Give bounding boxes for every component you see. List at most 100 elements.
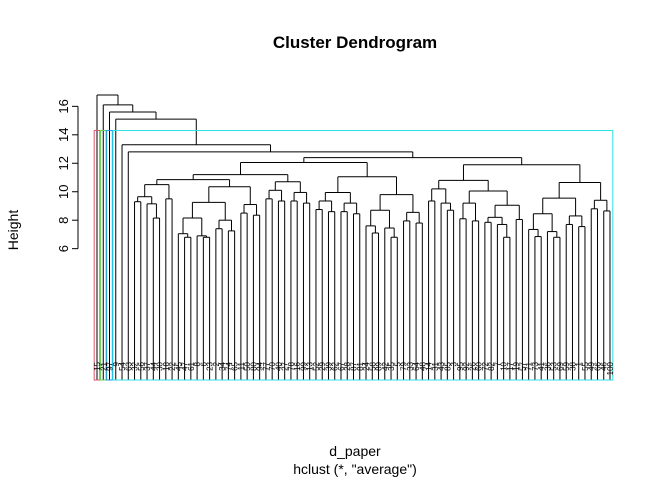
leaf-label: 63 <box>124 361 133 370</box>
leaf-label: 44 <box>149 361 158 370</box>
leaf-label: 60 <box>475 361 484 370</box>
y-axis: 6 8 10 12 14 16 <box>56 99 79 252</box>
leaf-label: 69 <box>556 361 565 370</box>
leaf-label: 97 <box>106 361 115 370</box>
leaf-label: 23 <box>206 361 215 370</box>
leaf-label: 35 <box>387 361 396 370</box>
leaf-label: 8 <box>193 361 202 366</box>
dendrogram-tree <box>96 94 611 380</box>
leaf-label: 100 <box>606 361 615 375</box>
y-tick-label: 14 <box>56 128 71 142</box>
chart-subtitle: hclust (*, "average") <box>293 461 417 477</box>
leaf-label: 28 <box>343 361 352 370</box>
leaf-label: 26 <box>468 361 477 370</box>
leaf-label: 53 <box>550 361 559 370</box>
leaf-label: 39 <box>324 361 333 370</box>
leaf-label: 78 <box>287 361 296 370</box>
leaf-label: 34 <box>218 361 227 370</box>
leaf-label: 89 <box>375 361 384 370</box>
leaf-label: 24 <box>362 361 371 370</box>
leaf-label: 72 <box>481 361 490 370</box>
leaf-label: 55 <box>581 361 590 370</box>
leaf-label: 3 <box>450 361 459 366</box>
leaf-label: 65 <box>231 361 240 370</box>
leaf-label: 42 <box>381 361 390 370</box>
leaf-label: 52 <box>312 361 321 370</box>
leaf-label: 5 <box>393 361 402 366</box>
leaf-label: 36 <box>543 361 552 370</box>
leaf-label: 48 <box>418 361 427 370</box>
leaf-label: 64 <box>412 361 421 370</box>
chart-title: Cluster Dendrogram <box>273 33 437 52</box>
leaf-label: 80 <box>249 361 258 370</box>
y-tick-label: 12 <box>56 156 71 170</box>
leaf-label: 73 <box>531 361 540 370</box>
leaf-label: 9 <box>112 361 121 366</box>
leaf-label: 56 <box>137 361 146 370</box>
leaf-label: 1 <box>575 361 584 366</box>
leaf-label: 45 <box>174 361 183 370</box>
leaf-label: 7 <box>493 361 502 366</box>
leaf-label: 43 <box>437 361 446 370</box>
leaf-label: 79 <box>400 361 409 370</box>
leaf-label: 40 <box>274 361 283 370</box>
leaf-label: 16 <box>293 361 302 370</box>
leaf-label: 38 <box>568 361 577 370</box>
leaf-label: 77 <box>262 361 271 370</box>
leaf-label: 59 <box>562 361 571 370</box>
leaf-label: 81 <box>356 361 365 370</box>
leaf-label: 15 <box>93 361 102 370</box>
leaf-label: 30 <box>156 361 165 370</box>
leaf-labels: 1521979546332563744301822454761862323474… <box>93 361 615 375</box>
cluster-box <box>99 130 107 381</box>
leaf-label: 67 <box>337 361 346 370</box>
leaf-label: 58 <box>368 361 377 370</box>
leaf-label: 21 <box>99 361 108 370</box>
cluster-box <box>106 130 113 381</box>
y-tick-label: 16 <box>56 99 71 113</box>
leaf-label: 57 <box>518 361 527 370</box>
leaf-label: 41 <box>537 361 546 370</box>
leaf-label: 46 <box>600 361 609 370</box>
y-tick-label: 6 <box>56 245 71 252</box>
leaf-label: 17 <box>506 361 515 370</box>
leaf-label: 47 <box>181 361 190 370</box>
leaf-label: 27 <box>281 361 290 370</box>
leaf-label: 62 <box>331 361 340 370</box>
y-tick-label: 10 <box>56 184 71 198</box>
leaf-label: 99 <box>299 361 308 370</box>
leaf-label: 6 <box>199 361 208 366</box>
cluster-box <box>93 130 101 381</box>
leaf-label: 18 <box>162 361 171 370</box>
leaf-label: 10 <box>500 361 509 370</box>
cluster-boxes <box>93 130 614 381</box>
leaf-label: 61 <box>187 361 196 370</box>
leaf-label: 82 <box>487 361 496 370</box>
leaf-label: 19 <box>512 361 521 370</box>
leaf-label: 14 <box>425 361 434 370</box>
leaf-label: 22 <box>168 361 177 370</box>
leaf-label: 37 <box>143 361 152 370</box>
y-tick-label: 8 <box>56 217 71 224</box>
leaf-label: 92 <box>462 361 471 370</box>
leaf-label: 54 <box>118 361 127 370</box>
leaf-label: 13 <box>306 361 315 370</box>
leaf-label: 29 <box>318 361 327 370</box>
leaf-label: 94 <box>256 361 265 370</box>
leaf-label: 49 <box>587 361 596 370</box>
x-axis-title: d_paper <box>329 443 381 459</box>
leaf-label: 70 <box>268 361 277 370</box>
leaf-label: 11 <box>237 361 246 370</box>
leaf-label: 87 <box>350 361 359 370</box>
leaf-label: 31 <box>431 361 440 370</box>
cluster-box <box>112 130 614 381</box>
leaf-label: 74 <box>224 361 233 370</box>
leaf-label: 71 <box>525 361 534 370</box>
leaf-label: 50 <box>243 361 252 370</box>
leaf-label: 95 <box>456 361 465 370</box>
leaf-label: 32 <box>131 361 140 370</box>
leaf-label: 33 <box>406 361 415 370</box>
leaf-label: 85 <box>443 361 452 370</box>
leaf-label: 2 <box>212 361 221 366</box>
